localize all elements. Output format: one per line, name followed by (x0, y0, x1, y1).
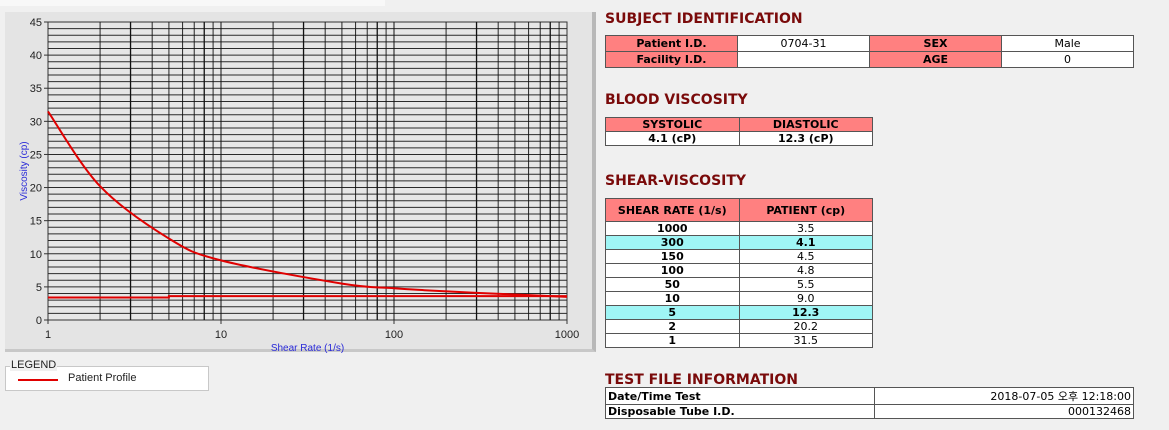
patient-profile-line (47, 110, 568, 298)
table-row: 2 20.2 (605, 319, 873, 334)
y-tick-label: 45 (30, 17, 42, 29)
blood-viscosity-title: BLOOD VISCOSITY (605, 92, 748, 108)
table-row: 10 9.0 (605, 291, 873, 306)
tube-id-value: 000132468 (874, 404, 1134, 419)
y-tick-label: 40 (30, 50, 42, 62)
shear-rate-cell: 1000 (605, 221, 740, 236)
systolic-value: 4.1 (cP) (605, 131, 740, 146)
legend-line-swatch (18, 379, 58, 381)
shear-rate-header: SHEAR RATE (1/s) (605, 198, 740, 222)
y-tick-label: 5 (36, 282, 42, 294)
shear-rate-cell: 10 (605, 291, 740, 306)
table-row: 5 12.3 (605, 305, 873, 320)
y-tick-label: 20 (30, 183, 42, 195)
date-time-value: 2018-07-05 오후 12:18:00 (874, 387, 1134, 405)
table-row: 150 4.5 (605, 249, 873, 264)
patient-cell: 3.5 (738, 221, 873, 236)
table-row: 50 5.5 (605, 277, 873, 292)
diastolic-label: DIASTOLIC (738, 117, 873, 132)
y-axis-label: Viscosity (cp) (19, 141, 30, 200)
age-label: AGE (869, 51, 1002, 68)
blood-viscosity-table: SYSTOLIC DIASTOLIC 4.1 (cP) 12.3 (cP) (605, 117, 873, 146)
patient-header: PATIENT (cp) (738, 198, 873, 222)
table-row: 100 4.8 (605, 263, 873, 278)
patient-cell: 4.8 (738, 263, 873, 278)
legend-title: LEGEND (10, 359, 58, 371)
legend: LEGEND Patient Profile (5, 359, 209, 391)
sex-value: Male (1001, 35, 1134, 52)
table-row: 1 31.5 (605, 333, 873, 348)
tube-id-label: Disposable Tube I.D. (605, 404, 875, 419)
x-tick-label: 10 (215, 329, 227, 341)
patient-cell: 5.5 (738, 277, 873, 292)
shear-rate-cell: 2 (605, 319, 740, 334)
facility-id-value (737, 51, 870, 68)
legend-item-label: Patient Profile (68, 372, 137, 384)
diastolic-value: 12.3 (cP) (738, 131, 873, 146)
test-file-table: Date/Time Test 2018-07-05 오후 12:18:00 Di… (605, 387, 1134, 419)
shear-rate-cell: 50 (605, 277, 740, 292)
patient-cell: 12.3 (738, 305, 873, 320)
patient-cell: 4.5 (738, 249, 873, 264)
age-value: 0 (1001, 51, 1134, 68)
date-time-label: Date/Time Test (605, 387, 875, 405)
x-tick-label: 100 (385, 329, 403, 341)
viscosity-chart: 0 5 10 15 20 25 30 35 40 45 1 10 100 1000 Shear Rate (… (19, 17, 579, 354)
patient-cell: 31.5 (738, 333, 873, 348)
shear-rate-cell: 5 (605, 305, 740, 320)
shear-viscosity-table: SHEAR RATE (1/s) PATIENT (cp) 1000 3.5 300… (605, 198, 873, 348)
y-tick-label: 0 (36, 315, 42, 327)
facility-id-label: Facility I.D. (605, 51, 738, 68)
y-tick-label: 25 (30, 149, 42, 161)
patient-cell: 20.2 (738, 319, 873, 334)
x-axis-label: Shear Rate (1/s) (271, 343, 344, 354)
y-tick-label: 35 (30, 83, 42, 95)
shear-rate-cell: 150 (605, 249, 740, 264)
patient-cell: 4.1 (738, 235, 873, 250)
y-tick-label: 15 (30, 216, 42, 228)
shear-rate-cell: 100 (605, 263, 740, 278)
x-tick-label: 1000 (555, 329, 579, 341)
shear-rate-cell: 1 (605, 333, 740, 348)
patient-cell: 9.0 (738, 291, 873, 306)
patient-id-value: 0704-31 (737, 35, 870, 52)
plot-area (47, 21, 568, 321)
table-row: 300 4.1 (605, 235, 873, 250)
shear-viscosity-title: SHEAR-VISCOSITY (605, 173, 747, 189)
sex-label: SEX (869, 35, 1002, 52)
table-row: 1000 3.5 (605, 221, 873, 236)
systolic-label: SYSTOLIC (605, 117, 740, 132)
subject-identification-title: SUBJECT IDENTIFICATION (605, 11, 803, 27)
baseline-series-line (48, 295, 567, 299)
subject-table: Patient I.D. 0704-31 SEX Male Facility I… (605, 35, 1134, 68)
y-tick-label: 30 (30, 116, 42, 128)
shear-rate-cell: 300 (605, 235, 740, 250)
y-tick-label: 10 (30, 249, 42, 261)
patient-id-label: Patient I.D. (605, 35, 738, 52)
top-strip (0, 0, 385, 6)
test-file-title: TEST FILE INFORMATION (605, 372, 798, 388)
x-tick-label: 1 (45, 329, 51, 341)
